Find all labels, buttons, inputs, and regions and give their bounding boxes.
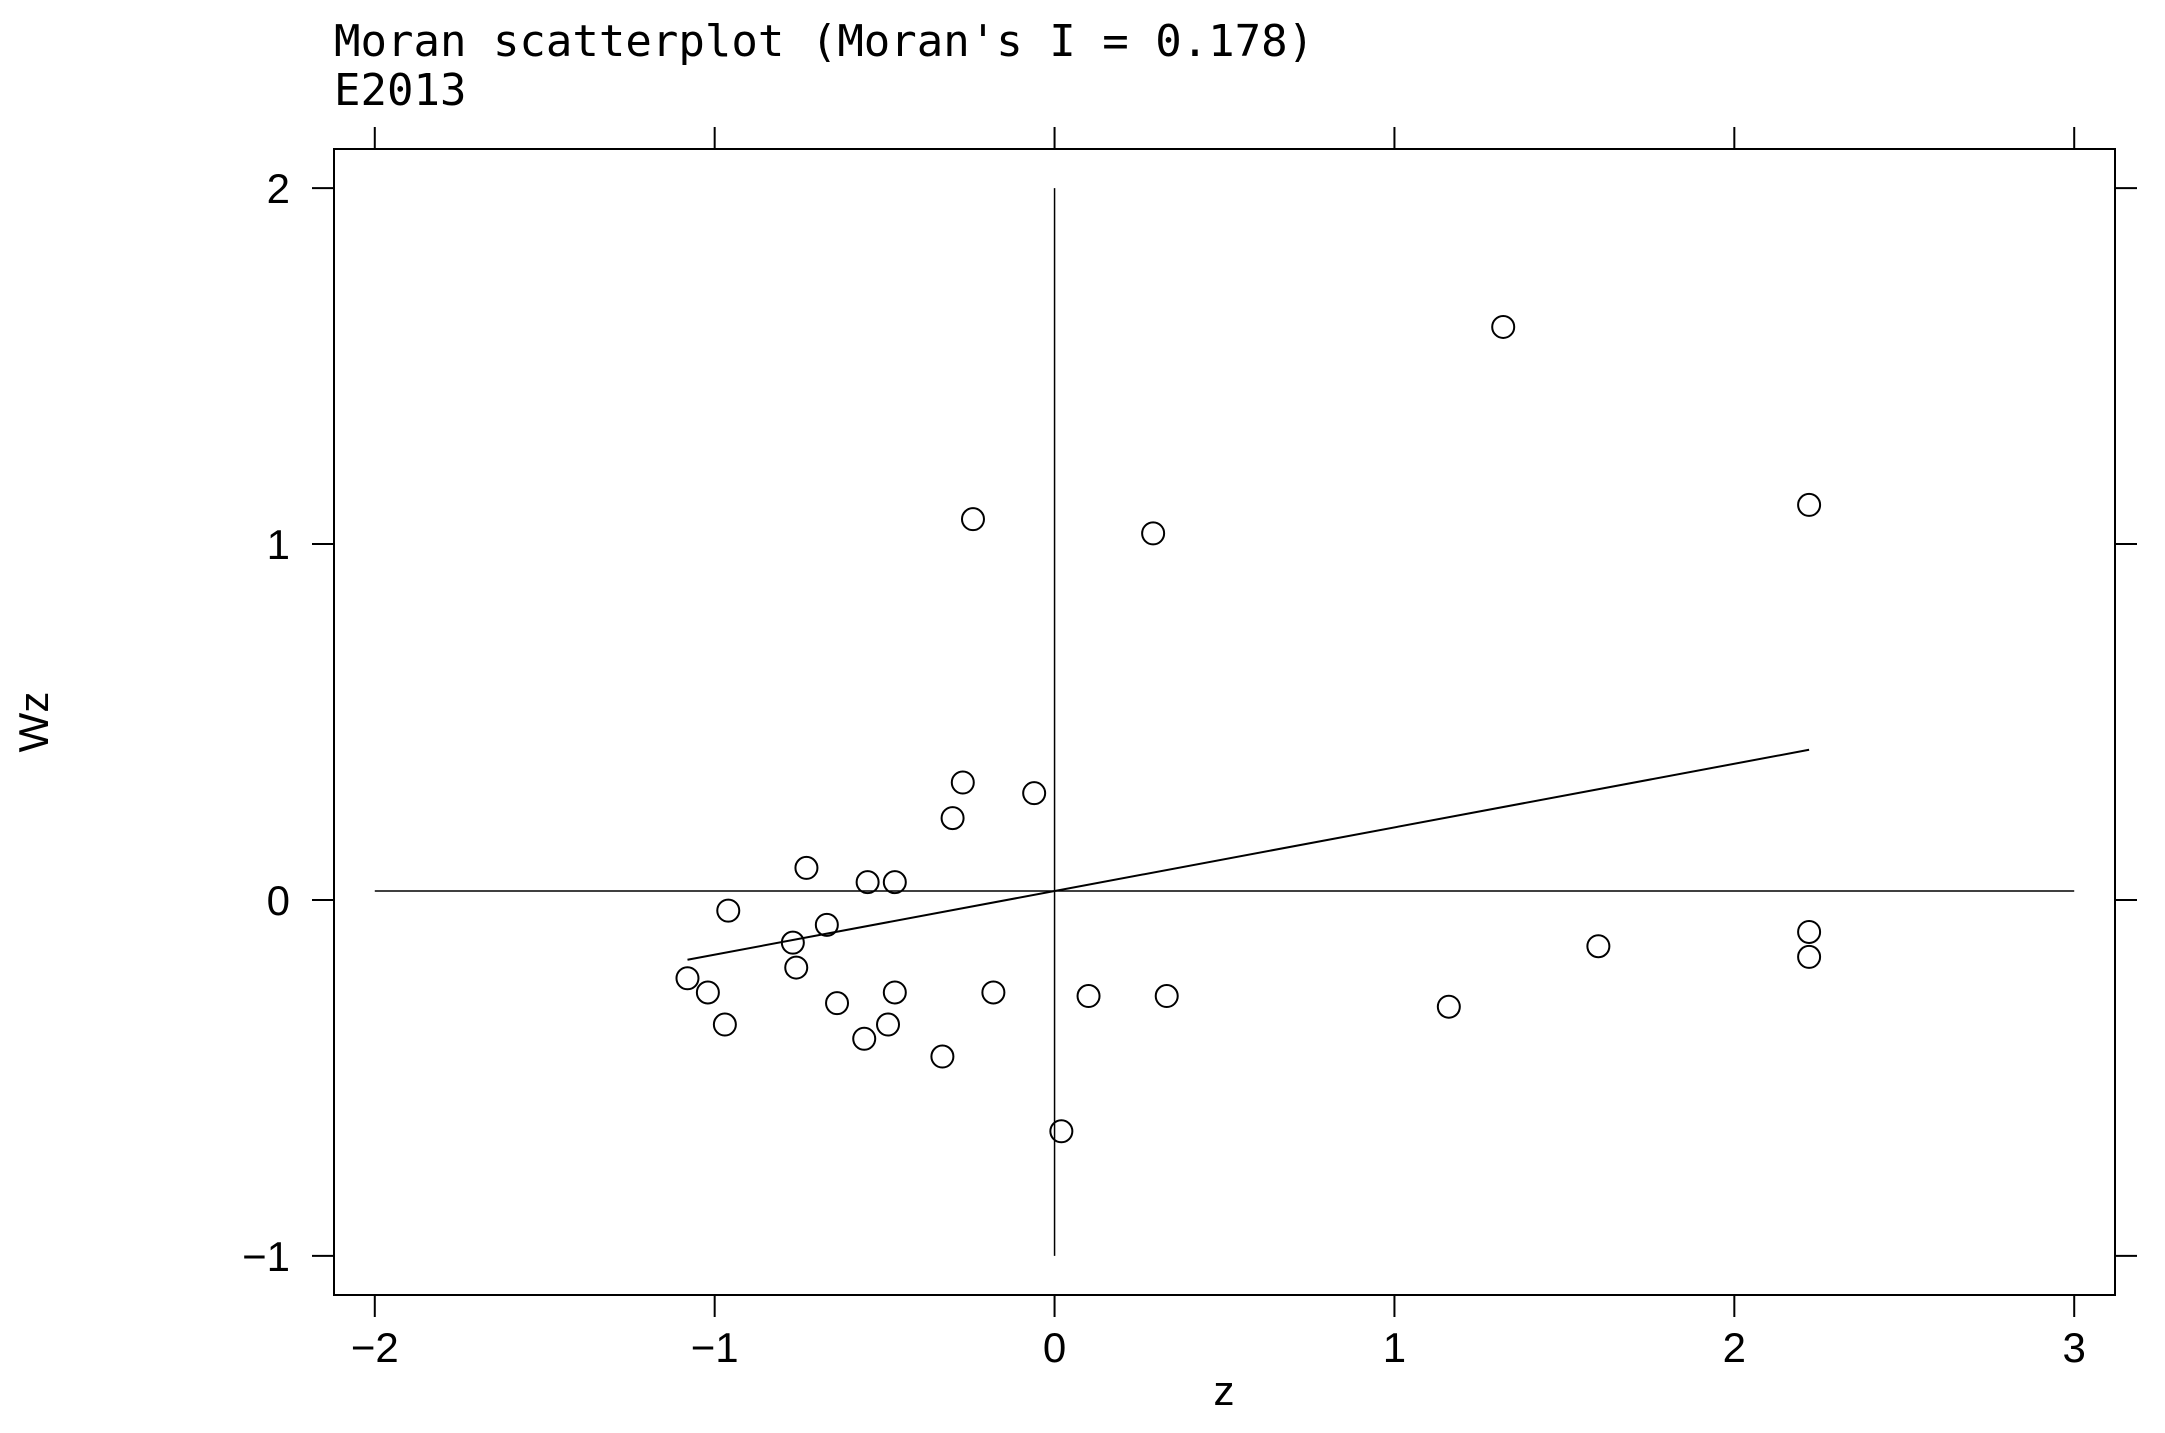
x-tick-label-4: 2 [1723, 1324, 1746, 1371]
y-tick-label-1: 0 [267, 877, 290, 924]
data-point-5 [1022, 781, 1047, 806]
fit-line [687, 748, 1810, 961]
x-tick-label-0: −2 [351, 1324, 399, 1371]
data-point-19 [876, 1012, 901, 1037]
data-point-28 [1797, 919, 1822, 944]
data-point-8 [855, 870, 880, 895]
data-point-7 [794, 855, 819, 880]
data-point-23 [1076, 984, 1101, 1009]
x-axis-label: z [1214, 1367, 1235, 1414]
data-point-2 [1141, 521, 1166, 546]
data-point-18 [852, 1026, 877, 1051]
data-point-17 [825, 991, 850, 1016]
data-point-6 [940, 806, 965, 831]
x-tick-label-5: 3 [2063, 1324, 2086, 1371]
x-axis-ticks: −2 −1 0 1 2 3 [351, 127, 2086, 1371]
plot-frame [333, 148, 2116, 1296]
points-layer [675, 314, 1822, 1144]
data-point-3 [1797, 492, 1822, 517]
reference-lines [374, 188, 2075, 1256]
y-axis-label: Wz [10, 692, 57, 753]
data-point-26 [1436, 994, 1461, 1019]
x-tick-label-2: 0 [1043, 1324, 1066, 1371]
y-tick-label-0: −1 [242, 1233, 290, 1280]
data-point-14 [675, 966, 700, 991]
chart-subtitle: E2013 [334, 65, 466, 116]
x-tick-label-1: −1 [691, 1324, 739, 1371]
y-tick-label-2: 1 [267, 521, 290, 568]
y-tick-label-3: 2 [267, 165, 290, 212]
data-point-16 [712, 1012, 737, 1037]
data-point-11 [814, 912, 839, 937]
data-point-12 [780, 930, 805, 955]
x-tick-label-3: 1 [1383, 1324, 1406, 1371]
data-point-1 [960, 507, 985, 532]
data-point-20 [882, 980, 907, 1005]
data-point-24 [1154, 984, 1179, 1009]
data-point-10 [716, 898, 741, 923]
chart-title: Moran scatterplot (Moran's I = 0.178) [334, 16, 1314, 67]
data-point-22 [981, 980, 1006, 1005]
data-point-27 [1586, 934, 1611, 959]
data-point-29 [1797, 944, 1822, 969]
data-point-9 [882, 870, 907, 895]
data-point-25 [1049, 1119, 1074, 1144]
fit-line-layer [687, 748, 1810, 961]
data-point-21 [930, 1044, 955, 1069]
data-point-13 [784, 955, 809, 980]
y-axis-ticks: −1 0 1 2 [242, 165, 2137, 1280]
data-point-0 [1491, 314, 1516, 339]
data-point-4 [950, 770, 975, 795]
data-point-15 [695, 980, 720, 1005]
